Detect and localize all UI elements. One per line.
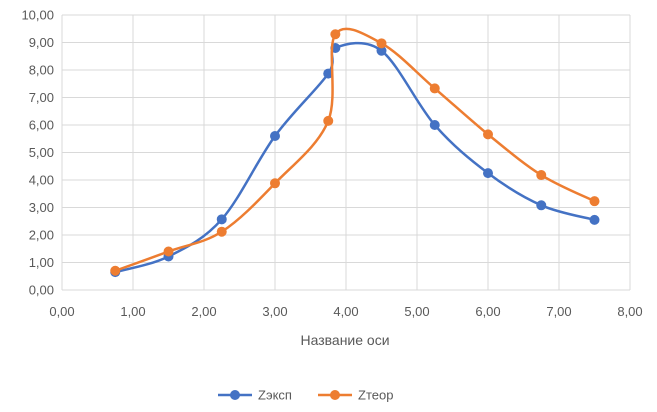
x-axis-title: Название оси [300, 332, 389, 348]
data-point [270, 178, 280, 189]
y-tick-label: 6,00 [29, 118, 54, 133]
y-tick-label: 2,00 [29, 228, 54, 243]
data-point [323, 115, 334, 126]
y-tick-label: 8,00 [29, 63, 54, 78]
series-1 [110, 41, 600, 278]
series-line [114, 41, 595, 274]
y-tick-label: 5,00 [29, 145, 54, 160]
x-tick-label: 2,00 [191, 304, 216, 319]
series-layer [110, 27, 600, 278]
legend-item: Zтеор [318, 388, 393, 403]
x-tick-label: 6,00 [475, 304, 500, 319]
legend-item: Zэксп [218, 388, 292, 403]
data-point [483, 168, 493, 179]
data-point [216, 226, 227, 237]
data-point [330, 29, 341, 40]
x-tick-label: 1,00 [120, 304, 145, 319]
data-point [163, 246, 174, 257]
data-point [429, 120, 440, 130]
data-point [376, 38, 387, 49]
y-tick-label: 9,00 [29, 35, 54, 50]
y-tick-label: 3,00 [29, 200, 54, 215]
legend-marker [230, 390, 240, 400]
legend: Zэксп Zтеор [218, 388, 393, 403]
data-point [589, 196, 600, 207]
y-tick-label: 1,00 [29, 255, 54, 270]
y-axis-tick-labels: 0,00 1,00 2,00 3,00 4,00 5,00 6,00 7,00 8,00 9,00… [21, 8, 54, 298]
data-point [216, 214, 227, 225]
y-tick-label: 0,00 [29, 283, 54, 298]
data-point [589, 214, 600, 225]
x-tick-label: 8,00 [617, 304, 642, 319]
x-tick-label: 7,00 [546, 304, 571, 319]
legend-marker [330, 390, 340, 400]
y-tick-label: 4,00 [29, 173, 54, 188]
data-point [536, 170, 547, 181]
x-tick-label: 4,00 [333, 304, 358, 319]
data-point [110, 265, 121, 276]
x-tick-label: 5,00 [404, 304, 429, 319]
y-tick-label: 7,00 [29, 90, 54, 105]
data-point [270, 131, 280, 141]
data-point [483, 129, 493, 140]
x-axis-tick-labels: 0,00 1,00 2,00 3,00 4,00 5,00 6,00 7,00 8,00 [49, 304, 642, 319]
legend-label: Zтеор [358, 388, 393, 403]
series-2 [110, 27, 600, 276]
data-point [376, 45, 387, 56]
series-line [114, 27, 596, 272]
data-point [429, 83, 440, 94]
data-point [536, 200, 547, 211]
y-tick-label: 10,00 [21, 8, 54, 23]
x-tick-label: 0,00 [49, 304, 74, 319]
data-point [323, 68, 334, 79]
gridlines [61, 14, 631, 291]
x-tick-label: 3,00 [262, 304, 287, 319]
legend-label: Zэксп [258, 388, 292, 403]
